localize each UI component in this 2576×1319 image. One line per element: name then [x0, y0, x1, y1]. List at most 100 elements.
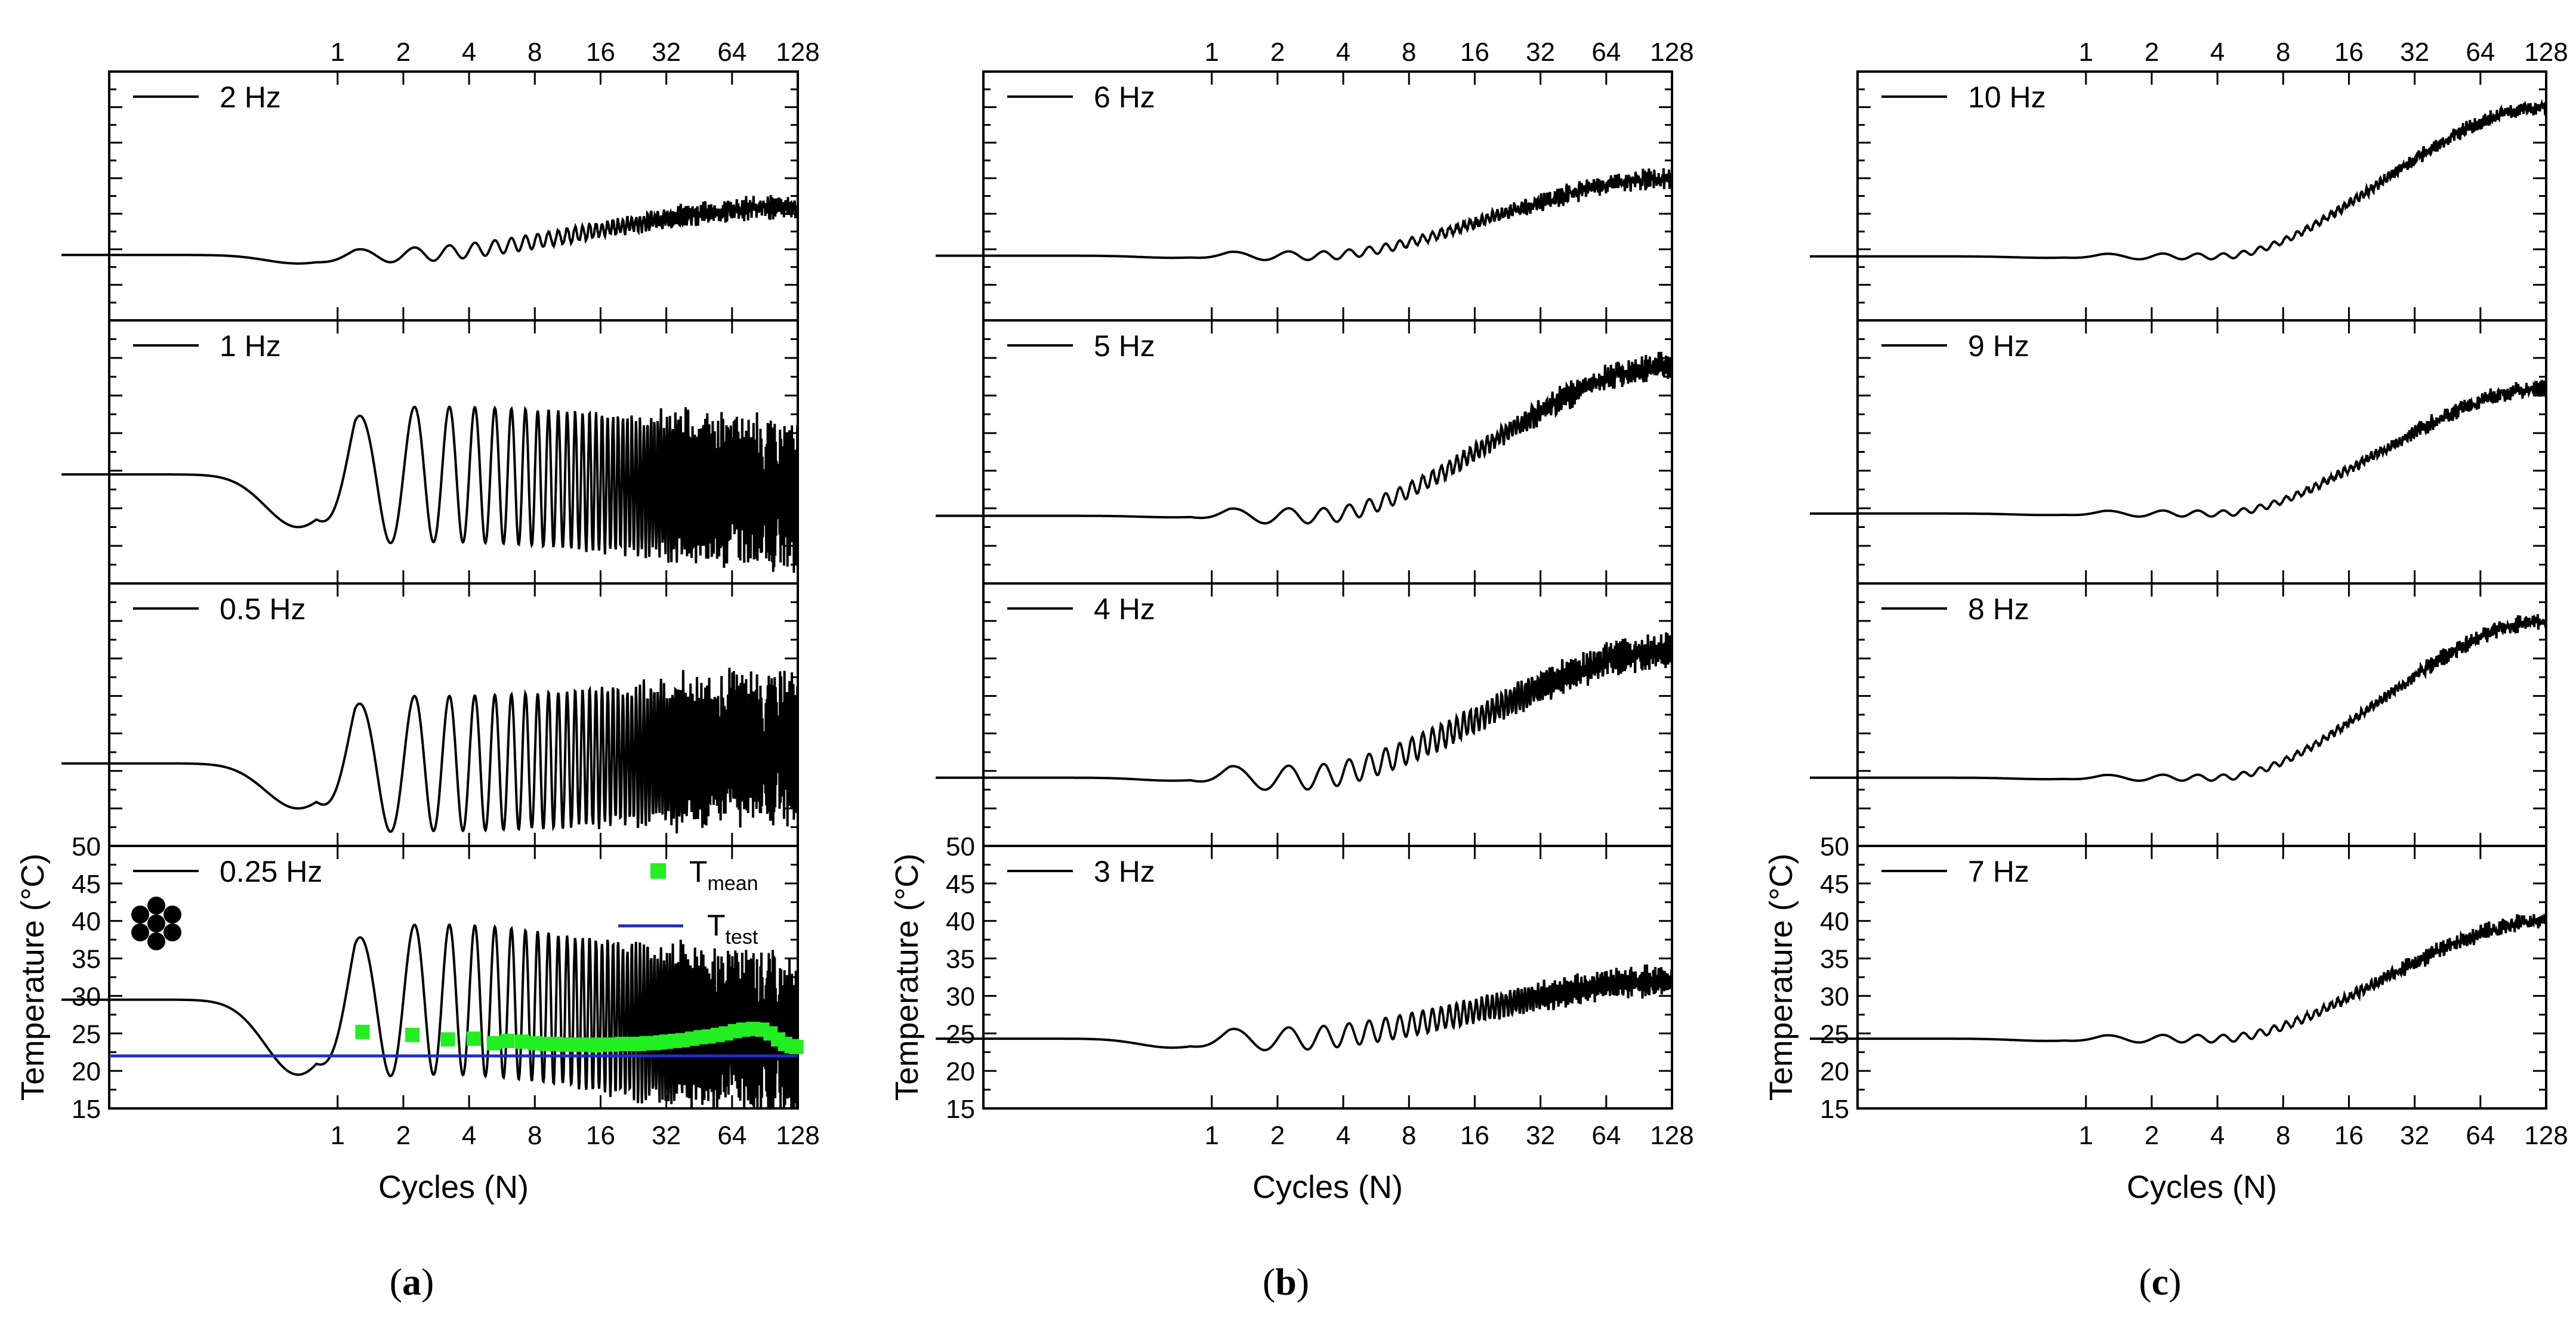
x-tick-label: 4 — [1336, 1121, 1350, 1150]
temperature-curve — [109, 923, 799, 1109]
x-tick-label-top: 64 — [717, 38, 746, 67]
temperature-curve — [1858, 379, 2547, 518]
y-tick-label: 25 — [1820, 1020, 1849, 1049]
temperature-curve — [1858, 98, 2547, 261]
x-axis-title: Cycles (N) — [1252, 1169, 1403, 1205]
y-tick-label: 50 — [1820, 832, 1849, 861]
x-tick-label: 64 — [717, 1121, 746, 1150]
y-tick-label: 35 — [72, 945, 101, 974]
x-tick-label-top: 128 — [1650, 38, 1693, 67]
panel-frame — [982, 319, 1673, 585]
y-tick-label: 20 — [72, 1057, 101, 1086]
freq-label: 8 Hz — [1968, 592, 2029, 626]
y-tick-label: 30 — [946, 982, 975, 1011]
x-tick-label: 32 — [652, 1121, 681, 1150]
x-tick-label: 8 — [2276, 1121, 2290, 1150]
freq-label: 2 Hz — [220, 81, 281, 114]
y-tick-label: 25 — [946, 1020, 975, 1049]
panel-5-hz: 5 Hz — [936, 319, 1673, 585]
y-tick-label: 15 — [1820, 1095, 1849, 1124]
x-tick-label: 32 — [1526, 1121, 1555, 1150]
y-tick-label: 45 — [1820, 870, 1849, 899]
t-mean-point — [789, 1039, 804, 1054]
temperature-curve — [983, 351, 1673, 525]
y-tick-label: 20 — [1820, 1057, 1849, 1086]
panel-frame — [982, 845, 1673, 1110]
temperature-curve — [983, 632, 1673, 791]
x-tick-label: 1 — [331, 1121, 345, 1150]
column-b: 6 Hz 1 2 4 8 16 32 64 128 5 Hz 4 Hz 3 Hz 1 2 4 8 16 32 64 1… — [889, 38, 1694, 1205]
panel-frame — [1856, 845, 2547, 1110]
panel-0p25-hz: 0.25 Hz 1 2 4 8 16 32 64 128 Cycles (N) 15 20 25 30 35… — [15, 832, 820, 1205]
x-tick-label: 64 — [1591, 1121, 1621, 1150]
panel-frame — [1856, 319, 2547, 585]
x-tick-label-top: 64 — [2466, 38, 2495, 67]
freq-label: 0.25 Hz — [220, 855, 322, 888]
panel-frame — [108, 70, 799, 322]
x-tick-label-top: 4 — [1336, 38, 1350, 67]
x-tick-label: 128 — [1650, 1121, 1693, 1150]
x-tick-label: 2 — [396, 1121, 411, 1150]
panel-0p5-hz: 0.5 Hz — [61, 582, 799, 847]
y-tick-label: 35 — [946, 945, 975, 974]
x-tick-label-top: 2 — [396, 38, 411, 67]
x-tick-label-top: 16 — [2334, 38, 2364, 67]
y-tick-label: 50 — [72, 832, 101, 861]
t-mean-point — [466, 1031, 481, 1046]
legend: Tmean Ttest — [618, 855, 758, 949]
x-tick-label: 8 — [527, 1121, 542, 1150]
x-tick-label: 16 — [1460, 1121, 1489, 1150]
x-tick-label-top: 8 — [1402, 38, 1416, 67]
t-mean-point — [500, 1033, 515, 1048]
x-axis-title: Cycles (N) — [378, 1169, 529, 1205]
x-tick-label-top: 1 — [2079, 38, 2093, 67]
x-tick-label-top: 1 — [331, 38, 345, 67]
column-a: 2 Hz 1 2 4 8 16 32 64 128 1 Hz 0.5 Hz 0.25 Hz 1 2 4 8 16… — [15, 38, 820, 1205]
t-mean-point — [405, 1027, 420, 1042]
x-tick-label-top: 64 — [1591, 38, 1621, 67]
x-tick-label: 2 — [2145, 1121, 2159, 1150]
freq-label: 6 Hz — [1094, 81, 1155, 114]
x-tick-label: 2 — [1270, 1121, 1285, 1150]
panel-3-hz: 3 Hz 1 2 4 8 16 32 64 128 Cycles (N) 15 20 25 30 35 40 4… — [889, 832, 1694, 1205]
freq-label: 1 Hz — [220, 329, 281, 363]
y-tick-label: 45 — [72, 870, 101, 899]
x-tick-label: 1 — [1205, 1121, 1219, 1150]
column-c: 10 Hz 1 2 4 8 16 32 64 128 9 Hz 8 Hz 7 Hz 1 2 4 8 16 32 64… — [1763, 38, 2568, 1205]
y-tick-label: 40 — [72, 907, 101, 937]
y-axis-title: Temperature (°C) — [15, 854, 51, 1101]
panel-frame — [1856, 582, 2547, 847]
x-tick-label-top: 8 — [527, 38, 542, 67]
y-tick-label: 45 — [946, 870, 975, 899]
x-tick-label: 32 — [2400, 1121, 2429, 1150]
x-tick-label-top: 8 — [2276, 38, 2290, 67]
y-tick-label: 35 — [1820, 945, 1849, 974]
t-mean-point — [355, 1024, 370, 1039]
seven-hole-specimen-icon — [131, 897, 181, 950]
x-tick-label: 64 — [2466, 1121, 2495, 1150]
x-tick-label-top: 2 — [2145, 38, 2159, 67]
y-tick-label: 50 — [946, 832, 975, 861]
temperature-curve — [983, 168, 1673, 261]
panel-8-hz: 8 Hz — [1810, 582, 2547, 847]
panel-1-hz: 1 Hz — [61, 319, 799, 585]
freq-label: 5 Hz — [1094, 329, 1155, 363]
x-tick-label-top: 1 — [1205, 38, 1219, 67]
freq-label: 3 Hz — [1094, 855, 1155, 888]
panel-frame — [982, 582, 1673, 847]
panel-6-hz: 6 Hz 1 2 4 8 16 32 64 128 — [936, 38, 1694, 322]
x-axis-title: Cycles (N) — [2127, 1169, 2277, 1205]
x-tick-label: 128 — [776, 1121, 819, 1150]
x-tick-label-top: 4 — [462, 38, 476, 67]
freq-label: 10 Hz — [1968, 81, 2046, 114]
x-tick-label-top: 16 — [1460, 38, 1489, 67]
temperature-curve — [109, 405, 799, 573]
x-tick-label-top: 32 — [1526, 38, 1555, 67]
x-tick-label: 4 — [462, 1121, 476, 1150]
y-tick-label: 30 — [72, 982, 101, 1011]
x-tick-label-top: 4 — [2210, 38, 2225, 67]
panel-7-hz: 7 Hz 1 2 4 8 16 32 64 128 Cycles (N) 15 20 25 30 35 40 4… — [1763, 832, 2568, 1205]
y-tick-label: 15 — [946, 1095, 975, 1124]
x-tick-label-top: 2 — [1270, 38, 1285, 67]
freq-label: 9 Hz — [1968, 329, 2029, 363]
